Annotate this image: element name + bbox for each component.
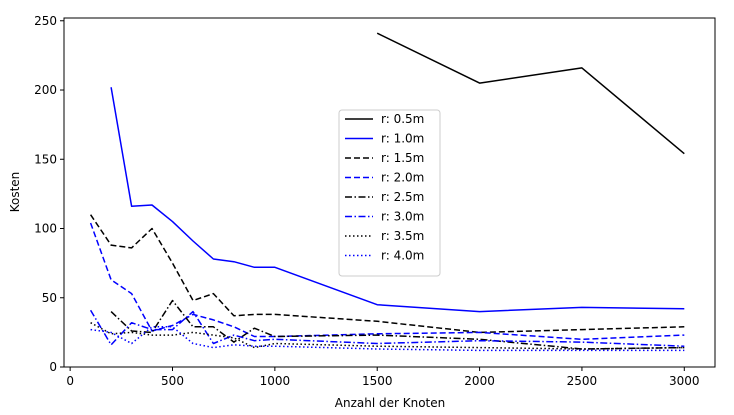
- series-line-1: [376, 32, 685, 155]
- y-axis-label: Kosten: [8, 172, 22, 213]
- series-line-7: [90, 322, 685, 350]
- legend-label: r: 1.0m: [381, 132, 424, 146]
- y-tick-label: 0: [49, 360, 57, 374]
- y-tick-label: 100: [34, 222, 57, 236]
- x-tick-label: 2500: [567, 374, 598, 388]
- x-axis: 0 500 1000 1500 2000 2500 3000: [66, 367, 700, 388]
- series-line-8: [90, 326, 685, 352]
- x-tick-label: 3000: [669, 374, 700, 388]
- legend-label: r: 3.0m: [381, 210, 424, 224]
- legend-label: r: 1.5m: [381, 151, 424, 165]
- series-line-4: [89, 222, 685, 341]
- legend: r: 0.5m r: 1.0m r: 1.5m r: 2.0m r: 2.5m r: 3.…: [338, 109, 441, 277]
- x-tick-label: 2000: [464, 374, 495, 388]
- x-tick-label: 1500: [362, 374, 393, 388]
- legend-label: r: 3.5m: [381, 229, 424, 243]
- y-tick-label: 150: [34, 152, 57, 166]
- y-tick-label: 250: [34, 14, 57, 28]
- y-axis: 0 50 100 150 200 250: [34, 14, 64, 374]
- x-tick-label: 1000: [260, 374, 291, 388]
- legend-box: [338, 109, 441, 277]
- x-axis-label: Anzahl der Knoten: [335, 396, 445, 410]
- legend-label: r: 2.0m: [381, 171, 424, 185]
- y-tick-label: 200: [34, 83, 57, 97]
- legend-label: r: 2.5m: [381, 190, 424, 204]
- x-tick-label: 500: [161, 374, 184, 388]
- x-tick-label: 0: [66, 374, 74, 388]
- series-line-6: [89, 309, 685, 347]
- series-line-2: [110, 87, 685, 313]
- legend-label: r: 4.0m: [381, 249, 424, 263]
- series-layer: [89, 32, 685, 352]
- plot-area-frame: [63, 17, 716, 368]
- series-line-5: [110, 299, 685, 350]
- legend-label: r: 0.5m: [381, 112, 424, 126]
- y-tick-label: 50: [42, 291, 57, 305]
